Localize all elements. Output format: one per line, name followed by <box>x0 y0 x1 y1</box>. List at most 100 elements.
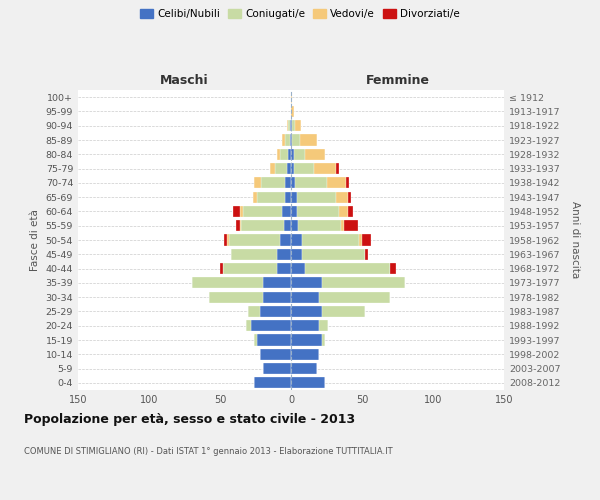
Bar <box>291 334 322 345</box>
Bar <box>291 363 317 374</box>
Bar <box>277 263 291 274</box>
Bar <box>277 248 291 260</box>
Bar <box>319 320 328 332</box>
Bar <box>284 220 291 232</box>
Bar <box>263 278 291 288</box>
Bar <box>280 148 288 160</box>
Bar <box>322 334 325 345</box>
Bar <box>291 106 294 117</box>
Bar <box>286 192 291 202</box>
Bar <box>326 178 346 188</box>
Bar <box>337 163 339 174</box>
Bar <box>299 134 317 145</box>
Bar <box>295 120 301 132</box>
Bar <box>290 120 291 132</box>
Bar <box>287 120 288 132</box>
Bar <box>344 220 358 232</box>
Bar <box>290 134 291 145</box>
Bar <box>391 263 396 274</box>
Bar <box>291 192 296 202</box>
Bar <box>277 148 280 160</box>
Bar <box>337 192 348 202</box>
Bar <box>257 334 291 345</box>
Bar <box>260 348 291 360</box>
Bar <box>286 178 291 188</box>
Bar <box>319 292 391 302</box>
Bar <box>283 206 291 217</box>
Bar <box>251 320 291 332</box>
Bar <box>288 120 290 132</box>
Bar <box>248 306 260 317</box>
Bar <box>365 248 368 260</box>
Bar <box>348 192 350 202</box>
Bar <box>291 92 292 102</box>
Bar <box>298 220 341 232</box>
Bar <box>275 163 287 174</box>
Bar <box>294 148 305 160</box>
Bar <box>291 234 302 246</box>
Bar <box>294 163 314 174</box>
Bar <box>227 234 229 246</box>
Bar <box>291 320 319 332</box>
Bar <box>270 163 275 174</box>
Bar <box>232 248 277 260</box>
Bar <box>241 220 284 232</box>
Bar <box>291 163 294 174</box>
Bar <box>288 148 291 160</box>
Bar <box>263 292 291 302</box>
Text: Maschi: Maschi <box>160 74 209 87</box>
Bar <box>302 234 359 246</box>
Bar <box>322 278 404 288</box>
Bar <box>257 192 286 202</box>
Bar <box>292 134 299 145</box>
Y-axis label: Fasce di età: Fasce di età <box>30 209 40 271</box>
Bar <box>296 192 337 202</box>
Bar <box>339 206 348 217</box>
Bar <box>322 306 365 317</box>
Bar <box>291 220 298 232</box>
Bar <box>305 263 391 274</box>
Bar <box>296 206 339 217</box>
Bar <box>291 148 294 160</box>
Bar <box>314 163 337 174</box>
Bar <box>245 320 251 332</box>
Bar <box>254 178 261 188</box>
Bar <box>236 220 240 232</box>
Bar <box>291 120 292 132</box>
Text: COMUNE DI STIMIGLIANO (RI) - Dati ISTAT 1° gennaio 2013 - Elaborazione TUTTITALI: COMUNE DI STIMIGLIANO (RI) - Dati ISTAT … <box>24 448 392 456</box>
Bar <box>292 120 295 132</box>
Bar <box>260 306 291 317</box>
Bar <box>283 134 286 145</box>
Bar <box>243 206 283 217</box>
Bar <box>291 278 322 288</box>
Bar <box>224 234 227 246</box>
Bar <box>291 378 325 388</box>
Bar <box>280 234 291 246</box>
Bar <box>263 363 291 374</box>
Bar <box>295 178 326 188</box>
Bar <box>240 220 241 232</box>
Bar <box>229 234 280 246</box>
Bar <box>191 278 263 288</box>
Bar <box>209 292 263 302</box>
Bar <box>291 348 319 360</box>
Bar <box>286 134 290 145</box>
Bar <box>261 178 286 188</box>
Bar <box>287 163 291 174</box>
Bar <box>253 192 257 202</box>
Bar <box>291 248 302 260</box>
Bar <box>291 292 319 302</box>
Text: Femmine: Femmine <box>365 74 430 87</box>
Bar <box>362 234 371 246</box>
Bar <box>341 220 344 232</box>
Bar <box>223 263 277 274</box>
Bar <box>291 263 305 274</box>
Bar <box>302 248 365 260</box>
Bar <box>233 206 240 217</box>
Y-axis label: Anni di nascita: Anni di nascita <box>570 202 580 278</box>
Text: Popolazione per età, sesso e stato civile - 2013: Popolazione per età, sesso e stato civil… <box>24 412 355 426</box>
Bar <box>346 178 349 188</box>
Bar <box>359 234 362 246</box>
Bar <box>220 263 223 274</box>
Bar <box>254 378 291 388</box>
